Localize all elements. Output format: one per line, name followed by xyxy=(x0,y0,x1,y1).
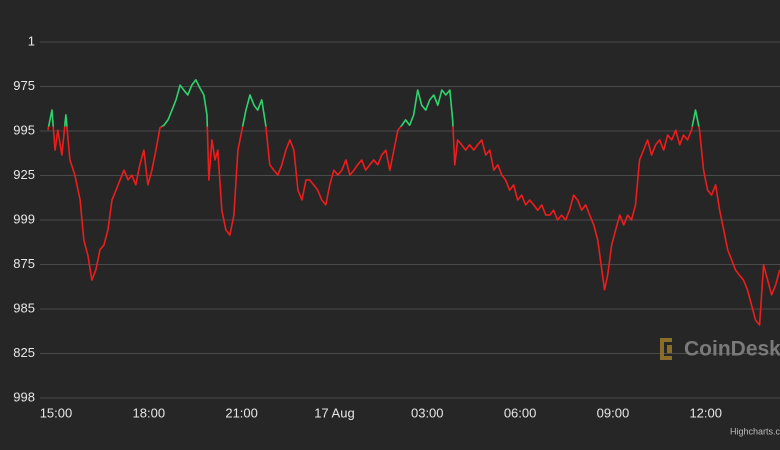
y-tick-label: 999 xyxy=(13,211,35,226)
x-tick-label: 06:00 xyxy=(504,405,537,420)
x-tick-label: 18:00 xyxy=(133,405,166,420)
x-tick-label: 12:00 xyxy=(689,405,722,420)
y-tick-label: 925 xyxy=(13,167,35,182)
credits: Highcharts.c xyxy=(730,426,780,436)
y-tick-label: 1 xyxy=(28,33,35,48)
x-tick-label: 09:00 xyxy=(597,405,630,420)
y-tick-label: 825 xyxy=(13,345,35,360)
grid xyxy=(40,41,780,399)
y-tick-label: 875 xyxy=(13,256,35,271)
x-tick-label: 21:00 xyxy=(225,405,258,420)
y-tick-label: 995 xyxy=(13,122,35,137)
watermark-text: CoinDesk xyxy=(684,338,780,361)
y-tick-label: 985 xyxy=(13,300,35,315)
x-tick-label: 03:00 xyxy=(411,405,444,420)
price-line xyxy=(47,79,780,326)
y-tick-label: 975 xyxy=(13,78,35,93)
x-tick-label: 15:00 xyxy=(40,405,73,420)
y-tick-label: 998 xyxy=(13,389,35,404)
x-tick-label: 17 Aug xyxy=(314,405,355,420)
watermark: CoinDesk xyxy=(660,338,780,361)
